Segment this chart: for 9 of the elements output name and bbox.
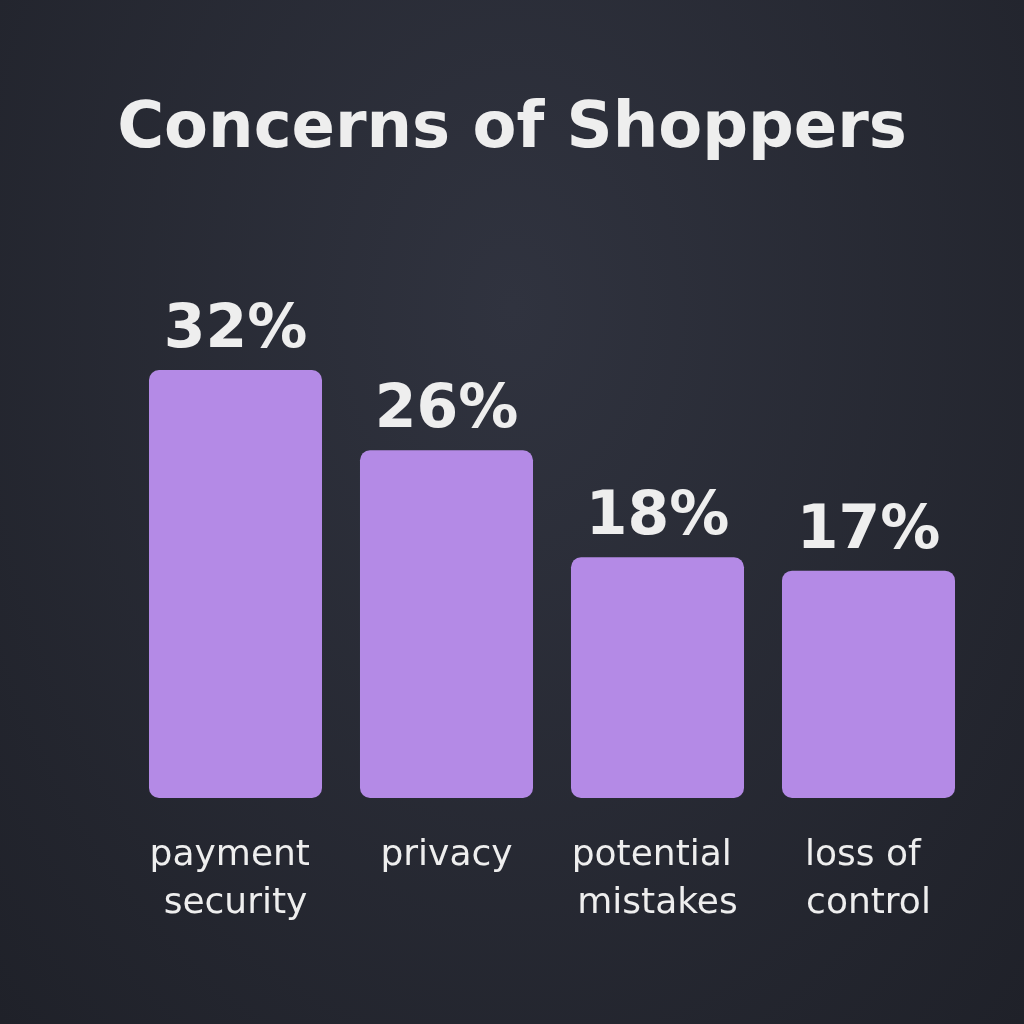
x-tick-label: loss of control [804, 831, 933, 921]
data-label: 32% [163, 291, 308, 362]
x-tick-label: potential mistakes [571, 831, 744, 921]
data-label: 26% [374, 371, 519, 442]
data-label: 17% [796, 491, 941, 562]
x-tick-label: privacy [380, 831, 513, 873]
chart-title: Concerns of Shoppers [117, 88, 907, 162]
data-label: 18% [585, 478, 730, 549]
x-tick-label: payment security [149, 831, 322, 921]
